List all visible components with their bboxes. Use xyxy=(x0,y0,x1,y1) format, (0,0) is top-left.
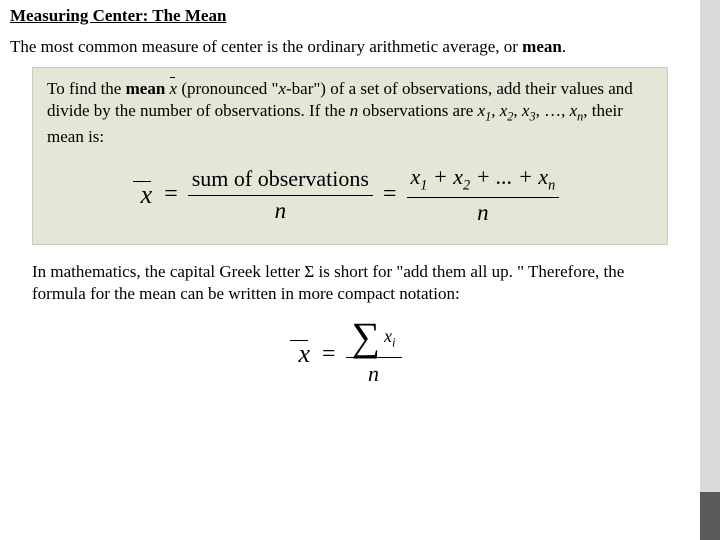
xi-term: xi xyxy=(384,326,396,351)
xbar-symbol-2: x xyxy=(298,339,310,369)
denominator-n-3: n xyxy=(368,358,379,387)
xbar-symbol: x xyxy=(141,180,153,210)
definition-box: To find the mean x (pronounced "x-bar") … xyxy=(32,67,668,245)
denominator-n-2: n xyxy=(477,198,489,226)
slide-sidebar-accent xyxy=(700,492,720,540)
def-x1: x1 xyxy=(478,101,492,120)
slide-title: Measuring Center: The Mean xyxy=(10,6,690,26)
sigma-explanation: In mathematics, the capital Greek letter… xyxy=(32,261,668,305)
def-x3: x3 xyxy=(522,101,536,120)
def-a: To find the xyxy=(47,79,126,98)
slide-sidebar xyxy=(700,0,720,540)
sigma-letter: Σ xyxy=(304,262,314,281)
def-c: (pronounced " xyxy=(177,79,278,98)
sigma-icon: ∑ xyxy=(352,321,381,353)
fraction-sum: x1 + x2 + ... + xn n xyxy=(407,164,560,226)
fraction-words: sum of observations n xyxy=(188,166,373,224)
def-mean: mean xyxy=(126,79,166,98)
xbar-inline-icon: x xyxy=(170,78,178,100)
equals-1: = xyxy=(164,181,178,208)
intro-c: . xyxy=(562,37,566,56)
intro-text: The most common measure of center is the… xyxy=(10,36,690,57)
equals-3: = xyxy=(322,341,336,368)
definition-text: To find the mean x (pronounced "x-bar") … xyxy=(47,78,653,147)
def-x: x xyxy=(278,79,286,98)
sigma-numerator: ∑ xi xyxy=(346,321,402,358)
equals-2: = xyxy=(383,181,397,208)
mean-formula-sigma: x = ∑ xi n xyxy=(10,321,690,387)
sigma-fraction: ∑ xi n xyxy=(346,321,402,387)
numerator-words: sum of observations xyxy=(188,166,373,196)
def-dots: , …, xyxy=(536,101,570,120)
numerator-sum: x1 + x2 + ... + xn xyxy=(407,164,560,198)
def-g: observations are xyxy=(358,101,477,120)
mean-formula-long: x = sum of observations n = x1 + x2 + ..… xyxy=(47,164,653,226)
def-xn: xn xyxy=(570,101,584,120)
mt-a: In mathematics, the capital Greek letter xyxy=(32,262,304,281)
def-n: n xyxy=(350,101,359,120)
denominator-n-1: n xyxy=(275,196,287,224)
intro-a: The most common measure of center is the… xyxy=(10,37,522,56)
def-x2: x2 xyxy=(500,101,514,120)
intro-mean: mean xyxy=(522,37,562,56)
